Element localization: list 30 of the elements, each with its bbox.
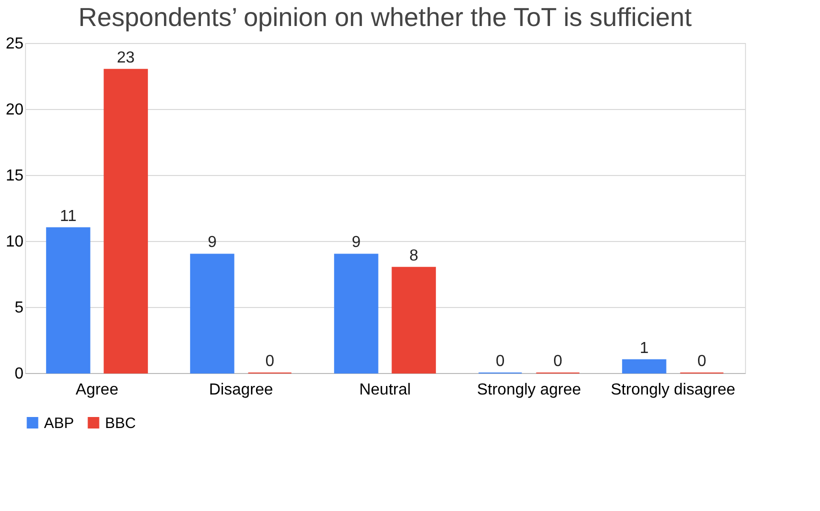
data-label: 11 [60,208,77,225]
data-label: 0 [496,353,505,370]
x-tick-label: Neutral [359,382,411,398]
x-tick-label: Disagree [208,382,274,398]
data-label: 0 [553,353,562,370]
bar [334,254,378,374]
y-tick-label: 15 [6,168,24,184]
y-tick-label: 5 [14,300,24,316]
y-tick-label: 0 [14,366,24,382]
x-tick-label: Strongly agree [476,382,582,398]
y-tick-label: 20 [6,102,24,118]
bar [622,359,666,374]
y-tick-label: 10 [6,234,24,250]
chart-title: Respondents’ opinion on whether the ToT is sufficient [78,2,692,32]
data-label: 23 [116,49,135,66]
data-label: 8 [409,247,418,264]
bar [190,254,234,374]
bar [46,227,90,374]
data-label: 0 [265,353,274,370]
data-label: 9 [208,234,217,252]
data-label: 0 [697,353,706,370]
bar [392,266,436,374]
data-label: 1 [640,340,649,357]
bar [104,68,148,374]
y-tick-label: 25 [6,36,24,52]
x-tick-label: Strongly disagree [610,382,736,398]
x-tick-label: Agree [76,382,118,398]
legend-label: ABP [44,414,74,432]
data-label: 9 [352,234,361,252]
legend-label: BBC [105,414,136,432]
